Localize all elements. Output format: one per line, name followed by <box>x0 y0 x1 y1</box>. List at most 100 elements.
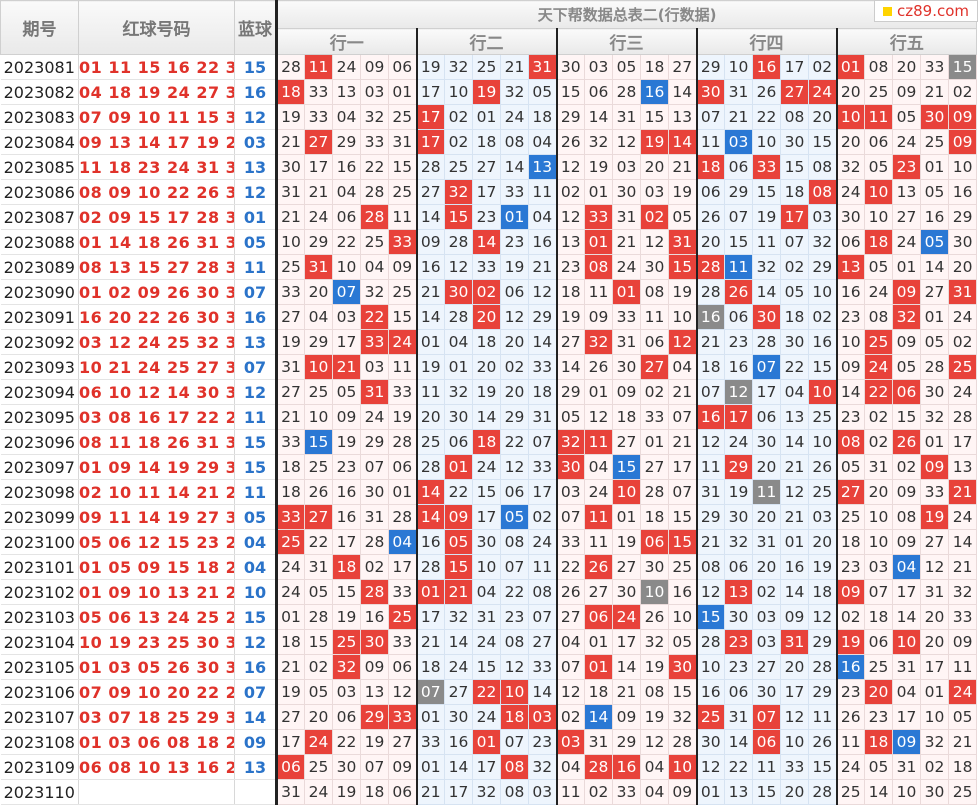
grid-cell: 11 <box>556 779 585 805</box>
grid-cell: 29 <box>556 104 585 130</box>
grid-cell: 29 <box>304 329 333 355</box>
grid-cell: 18 <box>584 679 613 705</box>
red-balls-cell <box>78 779 235 805</box>
grid-cell: 21 <box>696 329 725 355</box>
grid-cell: 15 <box>724 229 753 255</box>
grid-cell: 27 <box>612 429 641 455</box>
grid-cell: 19 <box>640 704 669 730</box>
grid-cell: 10 <box>696 654 725 680</box>
grid-cell: 19 <box>724 479 753 505</box>
blue-ball-cell: 16 <box>234 79 278 105</box>
grid-cell: 21 <box>416 779 445 805</box>
grid-cell: 30 <box>444 704 473 730</box>
grid-cell: 09 <box>836 579 865 605</box>
grid-cell: 20 <box>472 354 501 380</box>
grid-cell: 22 <box>332 729 361 755</box>
grid-cell: 33 <box>304 79 333 105</box>
grid-cell: 21 <box>612 229 641 255</box>
grid-cell: 04 <box>556 754 585 780</box>
table-row: 2023083 07 09 10 11 15 30 12 19 33 04 32 25 17 02… <box>0 104 978 130</box>
grid-cell: 19 <box>752 204 781 230</box>
grid-cell: 11 <box>388 354 418 380</box>
grid-cell: 06 <box>752 404 781 430</box>
grid-cell: 28 <box>920 354 949 380</box>
grid-cell: 02 <box>948 79 978 105</box>
grid-cell: 17 <box>276 729 305 755</box>
grid-cell: 28 <box>304 604 333 630</box>
site-watermark[interactable]: cz89.com <box>874 0 978 22</box>
grid-cell: 09 <box>892 529 921 555</box>
grid-cell: 16 <box>444 729 473 755</box>
grid-cell: 16 <box>332 504 361 530</box>
grid-cell: 05 <box>304 679 333 705</box>
grid-cell: 21 <box>276 404 305 430</box>
period-header: 期号 <box>0 0 79 55</box>
grid-cell: 07 <box>864 579 893 605</box>
grid-cell: 06 <box>444 429 473 455</box>
grid-cell: 17 <box>668 454 698 480</box>
table-row: 2023101 01 05 09 15 18 26 04 24 31 18 02 17 28 15… <box>0 554 978 580</box>
grid-cell: 23 <box>500 604 529 630</box>
grid-cell: 19 <box>472 379 501 405</box>
grid-cell: 10 <box>500 679 529 705</box>
red-balls-cell: 06 10 12 14 30 31 <box>78 379 235 405</box>
red-balls-cell: 04 18 19 24 27 30 <box>78 79 235 105</box>
grid-cell: 32 <box>444 379 473 405</box>
grid-cell: 12 <box>696 429 725 455</box>
grid-cell: 09 <box>612 704 641 730</box>
grid-cell: 22 <box>752 104 781 130</box>
red-balls-cell: 01 09 10 13 21 28 <box>78 579 235 605</box>
grid-cell: 25 <box>304 379 333 405</box>
red-balls-cell: 08 09 10 22 26 32 <box>78 179 235 205</box>
grid-cell: 17 <box>752 379 781 405</box>
period-cell: 2023093 <box>0 354 79 380</box>
grid-cell: 16 <box>696 404 725 430</box>
grid-cell: 12 <box>724 379 753 405</box>
grid-cell: 10 <box>808 379 838 405</box>
grid-cell: 26 <box>696 204 725 230</box>
grid-cell: 10 <box>864 179 893 205</box>
grid-cell: 32 <box>948 579 978 605</box>
grid-cell: 08 <box>640 279 669 305</box>
period-cell: 2023081 <box>0 54 79 80</box>
blue-ball-cell: 15 <box>234 604 278 630</box>
red-balls-cell: 01 09 14 19 29 30 <box>78 454 235 480</box>
grid-cell: 24 <box>500 104 529 130</box>
grid-cell: 13 <box>836 254 865 280</box>
grid-cell: 33 <box>500 179 529 205</box>
grid-cell: 03 <box>752 629 781 655</box>
blue-ball-cell: 13 <box>234 154 278 180</box>
grid-cell: 33 <box>276 429 305 455</box>
grid-cell: 22 <box>556 554 585 580</box>
grid-cell: 04 <box>528 204 558 230</box>
grid-cell: 08 <box>528 579 558 605</box>
table-row: 2023086 08 09 10 22 26 32 12 31 21 04 28 25 27 32… <box>0 179 978 205</box>
table-row: 2023109 06 08 10 13 16 28 13 06 25 30 07 09 01 14… <box>0 754 978 780</box>
grid-cell: 10 <box>836 329 865 355</box>
grid-cell: 08 <box>836 429 865 455</box>
grid-cell: 01 <box>416 754 445 780</box>
grid-cell: 29 <box>808 254 838 280</box>
grid-cell: 17 <box>444 779 473 805</box>
grid-cell: 12 <box>556 154 585 180</box>
grid-cell: 17 <box>948 429 978 455</box>
table-row: 2023106 07 09 10 20 22 24 07 19 05 03 13 12 07 27… <box>0 679 978 705</box>
grid-cell: 19 <box>640 129 669 155</box>
table-row: 2023097 01 09 14 19 29 30 15 18 25 23 07 06 28 01… <box>0 454 978 480</box>
grid-cell: 25 <box>920 129 949 155</box>
grid-cell: 14 <box>500 154 529 180</box>
grid-cell: 10 <box>304 404 333 430</box>
grid-cell: 04 <box>892 554 921 580</box>
grid-cell: 10 <box>780 729 809 755</box>
grid-cell: 14 <box>724 729 753 755</box>
grid-cell: 18 <box>276 479 305 505</box>
grid-cell: 06 <box>724 154 753 180</box>
grid-cell: 32 <box>724 529 753 555</box>
grid-cell: 09 <box>836 354 865 380</box>
grid-cell: 06 <box>836 229 865 255</box>
grid-cell: 09 <box>584 304 613 330</box>
grid-cell: 20 <box>920 629 949 655</box>
grid-cell: 29 <box>360 704 389 730</box>
grid-cell: 33 <box>360 129 389 155</box>
